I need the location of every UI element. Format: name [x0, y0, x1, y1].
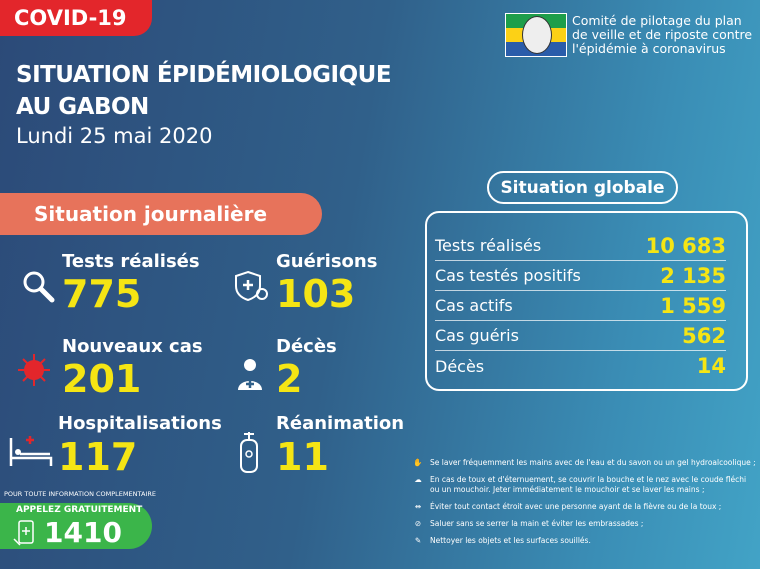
tip-item: ✋ Se laver fréquemment les mains avec de … [413, 458, 756, 467]
hotline-banner: APPELEZ GRATUITEMENT 1410 [0, 503, 152, 549]
hospitalizations-label: Hospitalisations [58, 413, 222, 434]
recoveries-label: Guérisons [276, 251, 378, 272]
table-row: Cas guéris 562 [435, 321, 726, 351]
table-row: Cas actifs 1 559 [435, 291, 726, 321]
table-row: Tests réalisés 10 683 [435, 231, 726, 261]
tip-item: ⊘ Saluer sans se serrer la main et éviter… [412, 519, 757, 529]
shield-virus-icon [234, 268, 270, 308]
table-row: Décès 14 [435, 354, 726, 378]
icu-label: Réanimation [276, 413, 405, 434]
seal-icon [522, 16, 552, 54]
hotline-number[interactable]: 1410 [44, 516, 122, 549]
hotline-info: POUR TOUTE INFORMATION COMPLEMENTAIRE [4, 490, 156, 498]
oxygen-tank-icon [238, 430, 260, 478]
no-handshake-icon: ⊘ [414, 519, 422, 528]
gabon-flag-logo [505, 13, 567, 57]
sneeze-icon: ☁ [414, 475, 422, 484]
page-title: SITUATION ÉPIDÉMIOLOGIQUE [16, 62, 392, 88]
global-table: Tests réalisés 10 683 Cas testés positifs… [425, 211, 748, 391]
distance-icon: ⇹ [414, 502, 422, 511]
daily-header: Situation journalière [0, 193, 322, 235]
tip-item: ☁ En cas de toux et d'éternuement, se cou… [412, 475, 757, 495]
committee-name: Comité de pilotage du plan de veille et … [572, 13, 753, 56]
hospitalizations-value: 117 [58, 435, 138, 479]
new-cases-value: 201 [62, 357, 142, 401]
page-title-line2: AU GABON [16, 94, 149, 120]
hospital-bed-icon [8, 432, 54, 472]
global-header: Situation globale [487, 171, 678, 204]
handwash-icon: ✋ [413, 458, 423, 467]
cleaning-icon: ✎ [414, 536, 422, 545]
covid-badge: COVID-19 [0, 0, 152, 36]
table-row: Cas testés positifs 2 135 [435, 261, 726, 291]
tests-label: Tests réalisés [62, 251, 200, 272]
magnifier-icon [20, 268, 56, 308]
person-icon [234, 356, 270, 396]
report-date: Lundi 25 mai 2020 [16, 124, 213, 148]
new-cases-label: Nouveaux cas [62, 336, 203, 357]
tip-item: ⇹ Éviter tout contact étroit avec une per… [412, 502, 757, 512]
icu-value: 11 [276, 435, 329, 479]
deaths-label: Décès [276, 336, 337, 357]
recoveries-value: 103 [276, 272, 356, 316]
phone-icon [12, 519, 38, 551]
virus-icon [16, 352, 52, 392]
prevention-tips: ✋ Se laver fréquemment les mains avec de … [412, 458, 757, 553]
tip-item: ✎ Nettoyer les objets et les surfaces sou… [412, 536, 757, 546]
deaths-value: 2 [276, 357, 303, 401]
tests-value: 775 [62, 272, 142, 316]
